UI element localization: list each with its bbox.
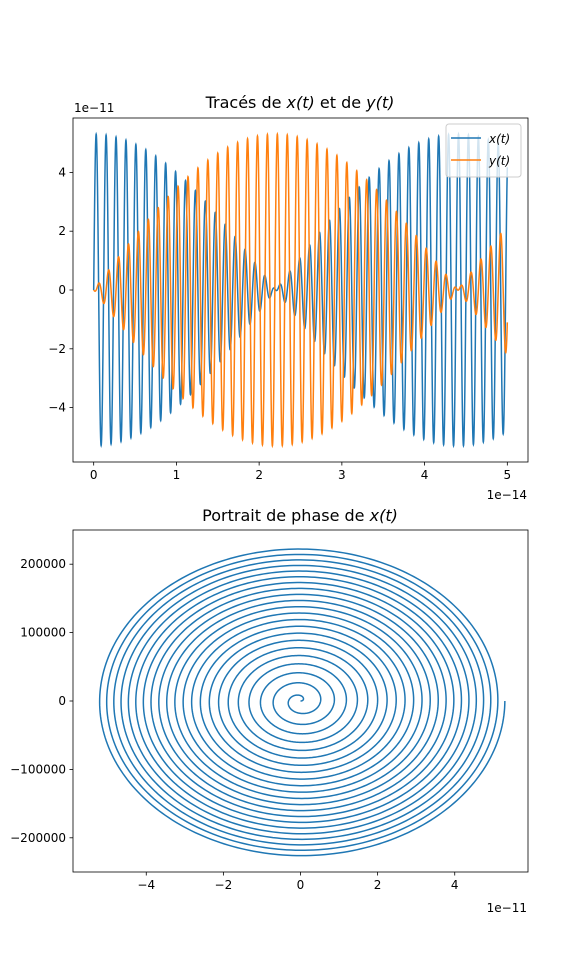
- time-series-chart: Tracés de x(t) et de y(t) 1e−11 1e−14 0 1…: [48, 93, 529, 502]
- chart2-x-tick-label: 2: [374, 878, 382, 892]
- chart1-x-tick-label: 4: [421, 468, 429, 482]
- y-axis-ticks-2: −200000 −100000 0 100000 200000: [10, 557, 73, 845]
- plot-frame-2: [72, 529, 529, 873]
- x-offset-label-1: 1e−14: [487, 488, 527, 502]
- chart2-y-tick-label: −100000: [10, 762, 66, 776]
- chart1-x-tick-label: 3: [338, 468, 346, 482]
- chart1-x-tick-label: 5: [503, 468, 511, 482]
- x-axis-ticks-1: 0 1 2 3 4 5: [90, 462, 511, 482]
- plot-frame-1: [72, 117, 529, 463]
- chart2-y-tick-label: 100000: [20, 626, 66, 640]
- x-offset-label-2: 1e−11: [487, 901, 527, 915]
- chart2-y-tick-label: −200000: [10, 831, 66, 845]
- chart2-x-tick-label: 0: [297, 878, 305, 892]
- chart2-y-tick-label: 0: [58, 694, 66, 708]
- legend-label-y: y(t): [488, 154, 510, 168]
- chart2-x-tick-label: 4: [451, 878, 459, 892]
- chart-title-2: Portrait de phase de x(t): [202, 506, 398, 525]
- phase-portrait-chart: Portrait de phase de x(t) 1e−11 −4 −2 0 2 4 …: [10, 506, 529, 915]
- chart1-y-tick-label: 0: [58, 283, 66, 297]
- chart1-x-tick-label: 1: [173, 468, 181, 482]
- chart2-y-tick-label: 200000: [20, 557, 66, 571]
- chart1-y-tick-label: −2: [48, 342, 66, 356]
- legend: x(t) y(t): [445, 123, 522, 178]
- chart2-x-tick-label: −4: [137, 878, 155, 892]
- x-axis-ticks-2: −4 −2 0 2 4: [137, 872, 459, 892]
- y-axis-ticks-1: −4 −2 0 2 4: [48, 165, 73, 415]
- phase-spiral-line: [98, 548, 506, 857]
- y-offset-label-1: 1e−11: [74, 101, 114, 115]
- chart-title-1: Tracés de x(t) et de y(t): [205, 93, 395, 112]
- legend-label-x: x(t): [488, 132, 510, 146]
- chart1-y-tick-label: 4: [58, 165, 66, 179]
- chart1-y-tick-label: −4: [48, 401, 66, 415]
- chart1-y-tick-label: 2: [58, 224, 66, 238]
- chart2-x-tick-label: −2: [215, 878, 233, 892]
- series-line-x: [92, 131, 509, 449]
- chart1-x-tick-label: 2: [255, 468, 263, 482]
- series-line-y: [93, 131, 509, 449]
- chart1-x-tick-label: 0: [90, 468, 98, 482]
